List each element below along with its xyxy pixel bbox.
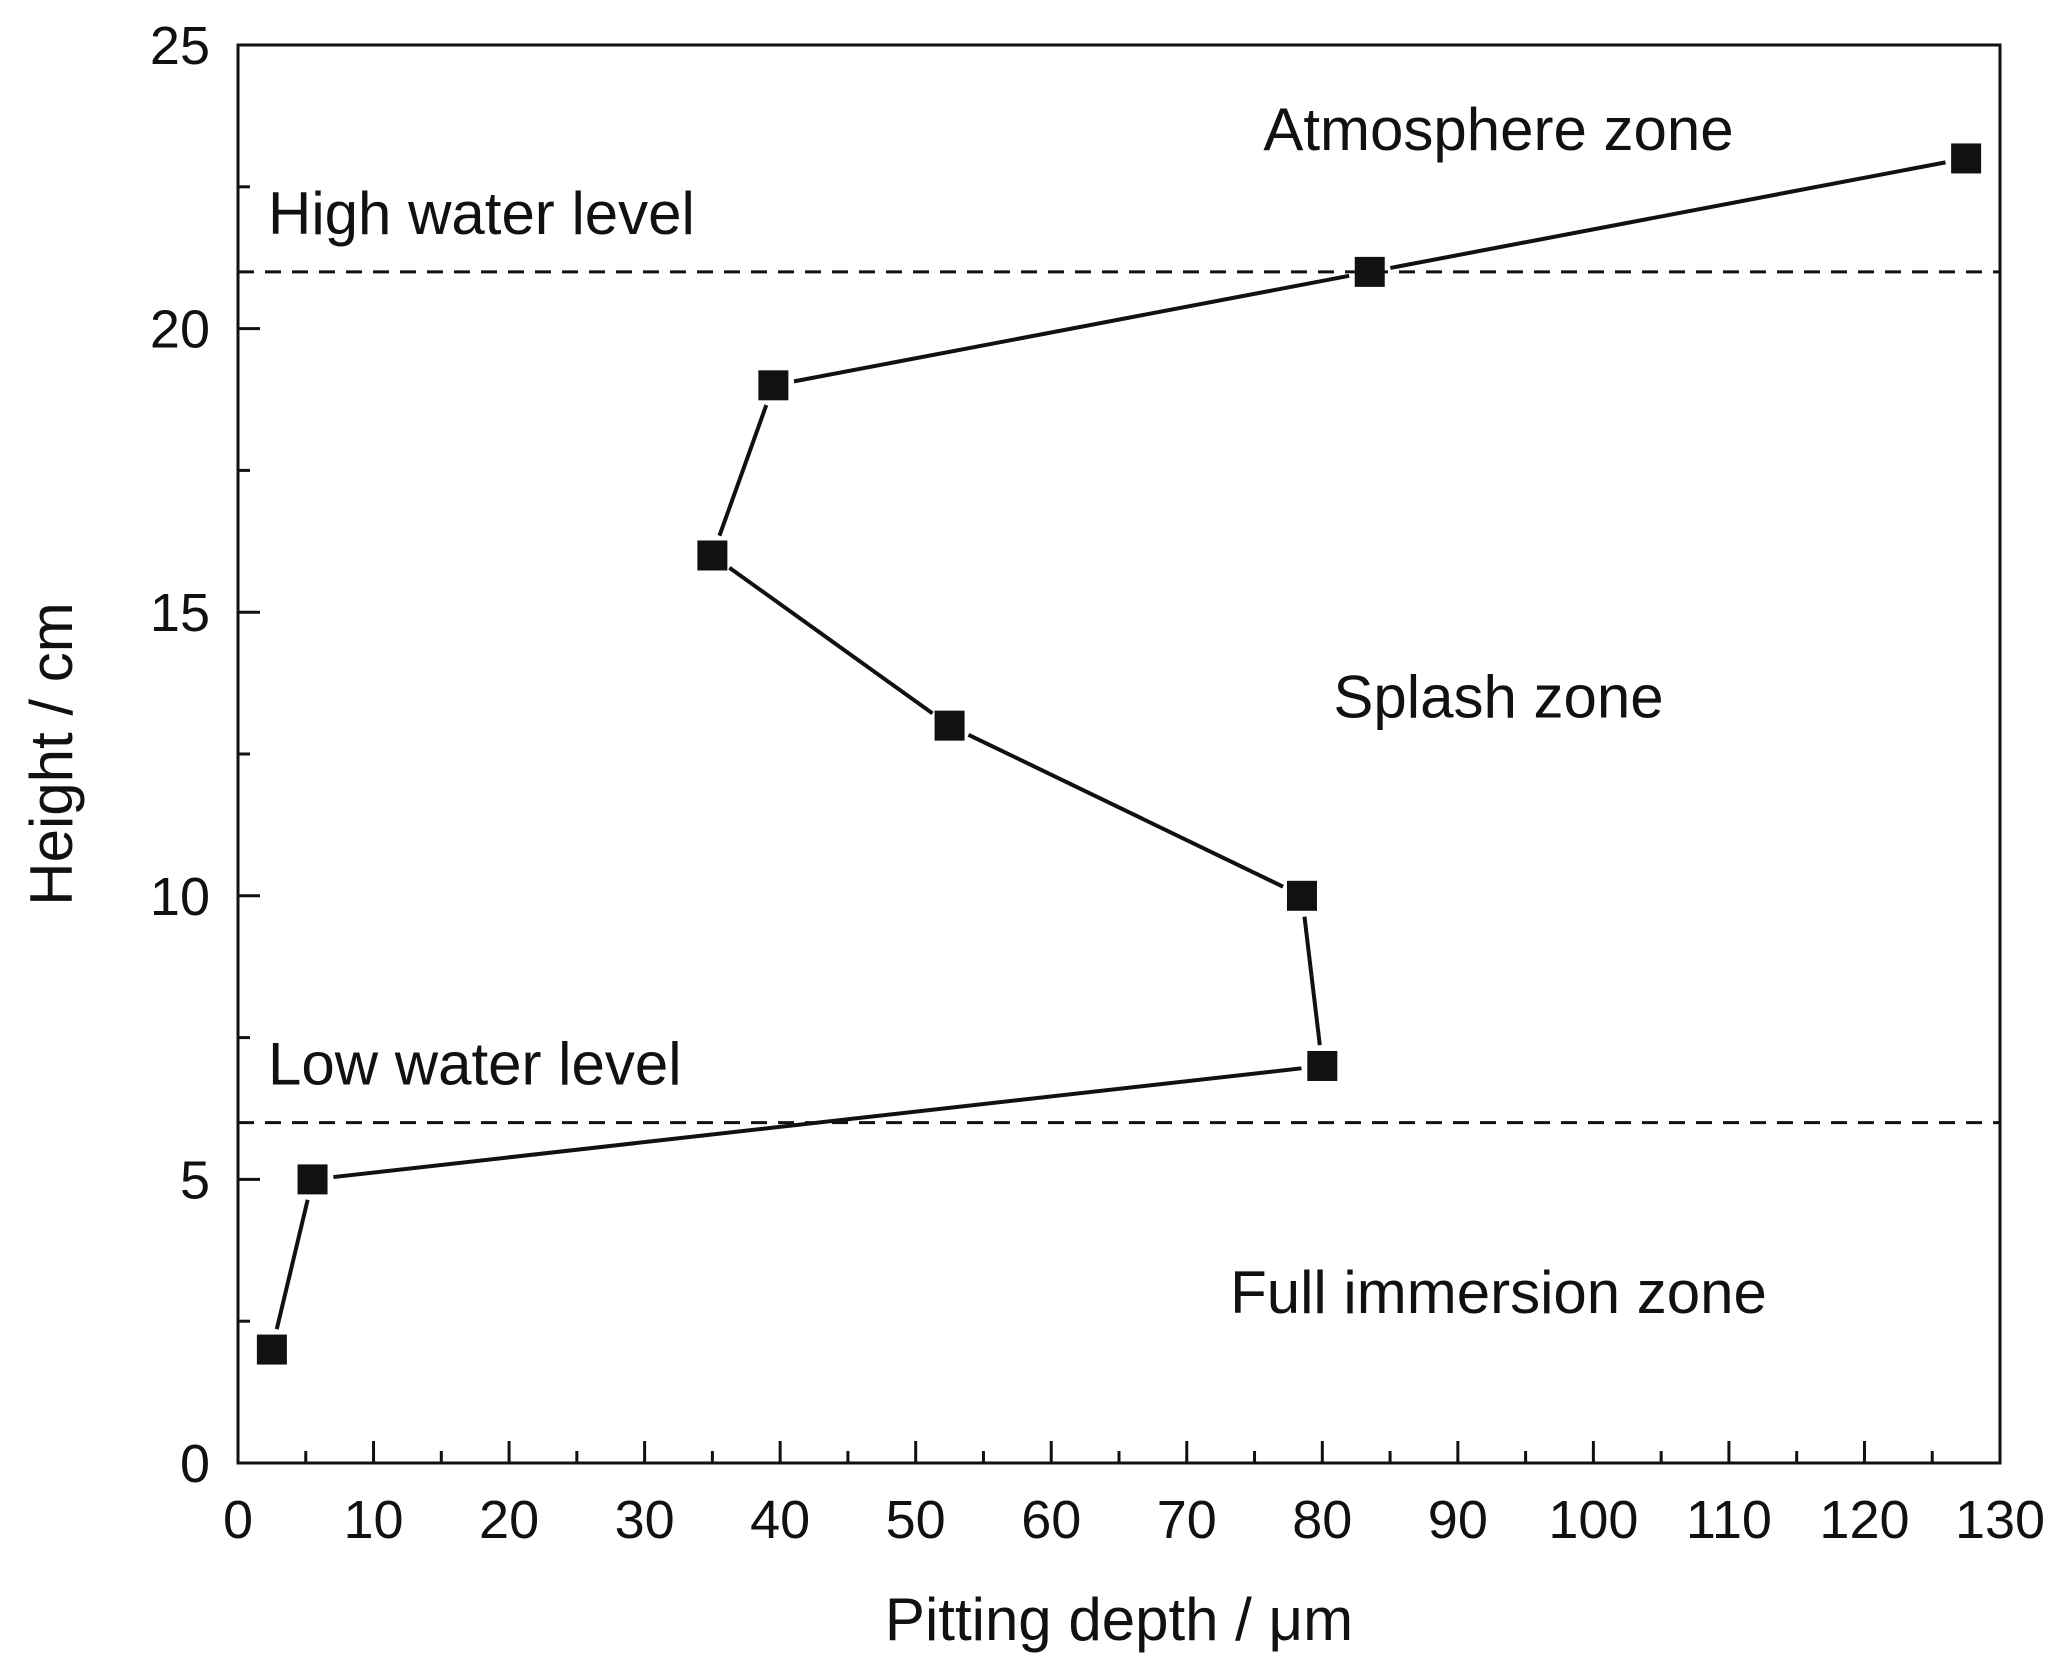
data-point-square <box>256 1334 287 1365</box>
data-point-square <box>934 710 965 741</box>
reference-line-label: High water level <box>268 180 695 247</box>
reference-line-label: Low water level <box>268 1031 682 1098</box>
data-point-square <box>1286 880 1317 911</box>
data-point-square <box>1951 143 1982 174</box>
y-tick-label: 5 <box>180 1150 210 1210</box>
x-axis-title: Pitting depth / μm <box>885 1586 1353 1653</box>
data-point-square <box>297 1164 328 1195</box>
y-axis-title: Height / cm <box>18 602 85 905</box>
x-axis-ticks: 0 10 20 30 40 50 60 70 80 90 100 110 120 130 <box>223 1441 2045 1550</box>
series-line-segment <box>793 273 1350 384</box>
zone-label: Splash zone <box>1333 663 1663 730</box>
data-layer <box>256 143 1982 1365</box>
data-point-square <box>1307 1050 1338 1081</box>
zone-label: Atmosphere zone <box>1263 96 1733 163</box>
x-tick-label: 10 <box>343 1490 403 1550</box>
y-tick-label: 0 <box>180 1434 210 1494</box>
series-line-segment <box>274 1199 310 1330</box>
series-line-segment <box>333 1066 1302 1180</box>
x-tick-label: 90 <box>1428 1490 1488 1550</box>
reference-lines: High water level Low water level <box>238 180 2000 1125</box>
x-tick-label: 100 <box>1548 1490 1638 1550</box>
series-line-segment <box>1302 916 1322 1046</box>
x-tick-label: 110 <box>1686 1490 1772 1550</box>
x-tick-label: 120 <box>1819 1490 1909 1550</box>
x-tick-label: 30 <box>615 1490 675 1550</box>
y-tick-label: 20 <box>150 300 210 360</box>
data-point-square <box>697 540 728 571</box>
zone-label: Full immersion zone <box>1230 1259 1767 1326</box>
y-tick-label: 15 <box>150 583 210 643</box>
y-tick-label: 10 <box>150 867 210 927</box>
annotations: Atmosphere zone Splash zone Full immersion… <box>1230 96 1767 1326</box>
series-line-segment <box>728 566 934 716</box>
x-tick-label: 50 <box>886 1490 946 1550</box>
data-point-square <box>1354 256 1385 287</box>
x-tick-label: 70 <box>1157 1490 1217 1550</box>
x-tick-label: 130 <box>1955 1490 2045 1550</box>
series-line-segment <box>717 404 769 537</box>
y-tick-label: 25 <box>150 16 210 76</box>
x-tick-label: 40 <box>750 1490 810 1550</box>
x-tick-label: 60 <box>1021 1490 1081 1550</box>
x-tick-label: 80 <box>1292 1490 1352 1550</box>
x-tick-label: 0 <box>223 1490 253 1550</box>
data-point-square <box>758 370 789 401</box>
y-axis-ticks: 0 5 10 15 20 25 <box>150 16 260 1494</box>
x-tick-label: 20 <box>479 1490 539 1550</box>
series-line-segment <box>967 732 1284 889</box>
series-line-segment <box>1390 160 1946 270</box>
